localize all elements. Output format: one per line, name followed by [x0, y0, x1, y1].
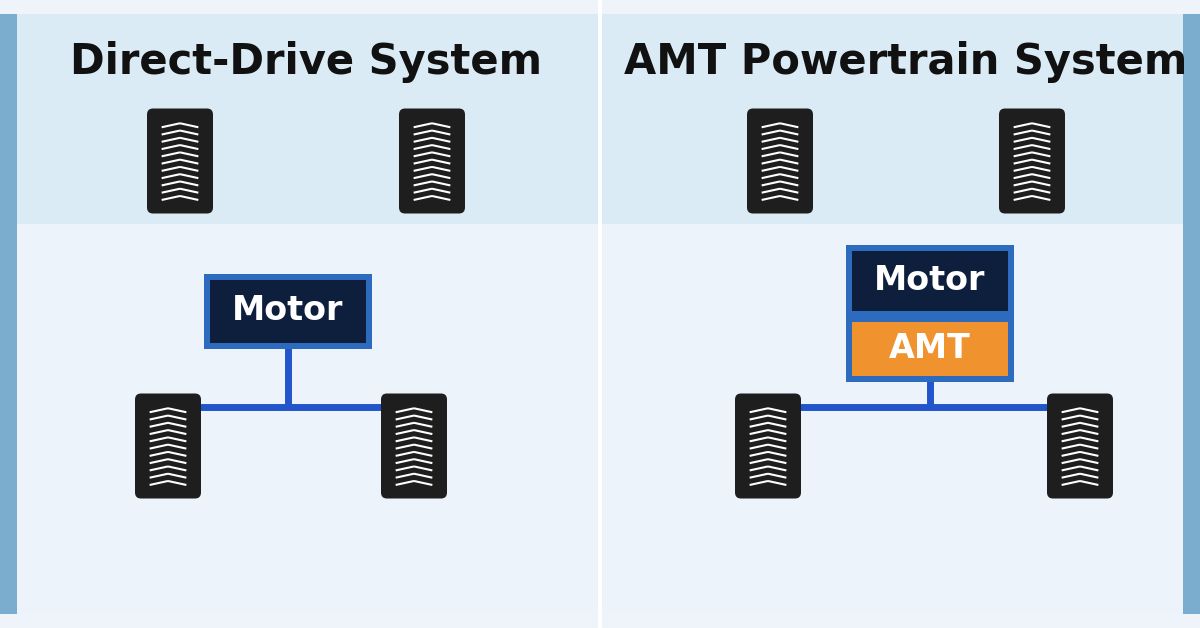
FancyBboxPatch shape — [398, 109, 466, 214]
Bar — [852, 322, 1008, 376]
Bar — [852, 251, 1008, 311]
Bar — [204, 274, 372, 349]
Bar — [0, 14, 17, 614]
FancyBboxPatch shape — [734, 394, 802, 499]
Text: AMT: AMT — [889, 332, 971, 365]
FancyBboxPatch shape — [382, 394, 448, 499]
Text: Motor: Motor — [875, 264, 985, 298]
FancyBboxPatch shape — [746, 109, 814, 214]
FancyBboxPatch shape — [1046, 394, 1114, 499]
Bar — [600, 14, 1200, 224]
Bar — [846, 245, 1014, 382]
Text: Direct-Drive System: Direct-Drive System — [70, 41, 542, 83]
Bar — [1183, 14, 1200, 614]
Text: Motor: Motor — [233, 295, 343, 327]
Bar — [210, 279, 366, 342]
Bar — [0, 14, 600, 224]
FancyBboxPatch shape — [134, 394, 200, 499]
FancyBboxPatch shape — [998, 109, 1066, 214]
FancyBboxPatch shape — [146, 109, 214, 214]
Text: AMT Powertrain System: AMT Powertrain System — [624, 41, 1188, 83]
